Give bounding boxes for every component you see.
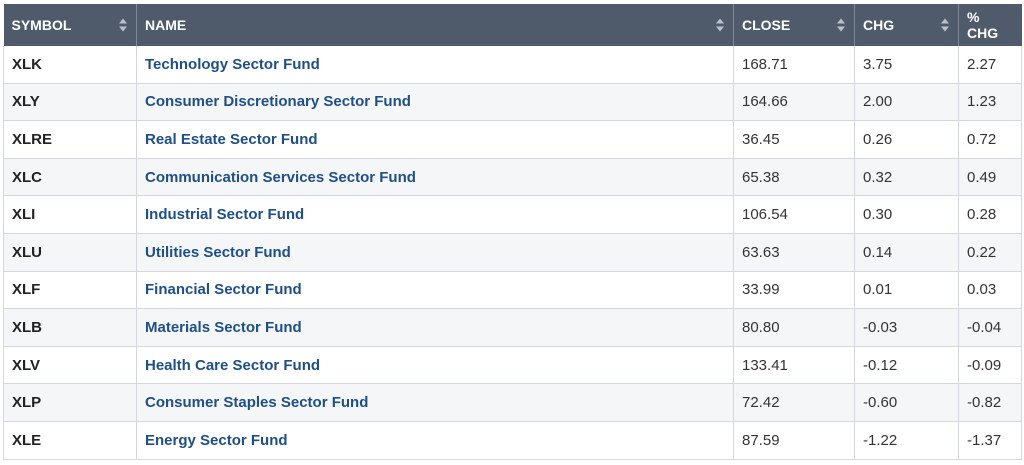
chg-column-header[interactable]: CHG [854,4,959,46]
pct-chg-cell: -0.04 [958,308,1022,347]
fund-name-link[interactable]: Communication Services Sector Fund [136,158,734,197]
chg-cell: -0.12 [854,346,959,385]
table-row: XLU Utilities Sector Fund 63.63 0.14 0.2… [3,233,1022,272]
table-row: XLE Energy Sector Fund 87.59 -1.22 -1.37 [3,421,1022,460]
chg-cell: 2.00 [854,83,959,122]
close-cell: 164.66 [733,83,855,122]
fund-name-link[interactable]: Technology Sector Fund [136,46,734,84]
fund-name-link[interactable]: Consumer Staples Sector Fund [136,383,734,422]
symbol-cell: XLRE [3,120,137,159]
symbol-cell: XLC [3,158,137,197]
symbol-column-header[interactable]: SYMBOL [3,4,137,46]
close-cell: 106.54 [733,195,855,234]
chg-header-label: CHG [863,17,895,33]
table-row: XLRE Real Estate Sector Fund 36.45 0.26 … [3,120,1022,159]
table-row: XLY Consumer Discretionary Sector Fund 1… [3,83,1022,122]
fund-name-link[interactable]: Financial Sector Fund [136,271,734,310]
table-row: XLF Financial Sector Fund 33.99 0.01 0.0… [3,271,1022,310]
sort-icon[interactable] [941,18,950,32]
symbol-cell: XLE [3,421,137,460]
chg-cell: 0.32 [854,158,959,197]
symbol-cell: XLI [3,195,137,234]
fund-name-link[interactable]: Consumer Discretionary Sector Fund [136,83,734,122]
close-cell: 63.63 [733,233,855,272]
pct-chg-header-label: % CHG [967,9,999,41]
table-row: XLB Materials Sector Fund 80.80 -0.03 -0… [3,308,1022,347]
pct-chg-cell: -0.82 [958,383,1022,422]
pct-chg-cell: 0.49 [958,158,1022,197]
close-cell: 72.42 [733,383,855,422]
sector-fund-table: SYMBOL NAME CLOSE CHG % CHG XLK Technolo… [3,4,1022,460]
chg-cell: -1.22 [854,421,959,460]
fund-name-link[interactable]: Utilities Sector Fund [136,233,734,272]
name-column-header[interactable]: NAME [136,4,734,46]
close-cell: 65.38 [733,158,855,197]
chg-cell: 0.01 [854,271,959,310]
pct-chg-cell: 2.27 [958,46,1022,84]
symbol-cell: XLU [3,233,137,272]
table-row: XLC Communication Services Sector Fund 6… [3,158,1022,197]
symbol-cell: XLV [3,346,137,385]
symbol-header-label: SYMBOL [11,17,72,33]
chg-cell: 0.14 [854,233,959,272]
pct-chg-cell: -0.09 [958,346,1022,385]
close-column-header[interactable]: CLOSE [733,4,855,46]
close-cell: 80.80 [733,308,855,347]
close-cell: 36.45 [733,120,855,159]
chg-cell: -0.60 [854,383,959,422]
sort-icon[interactable] [837,18,846,32]
fund-name-link[interactable]: Health Care Sector Fund [136,346,734,385]
symbol-cell: XLB [3,308,137,347]
symbol-cell: XLY [3,83,137,122]
close-cell: 168.71 [733,46,855,84]
pct-chg-cell: 0.28 [958,195,1022,234]
fund-name-link[interactable]: Materials Sector Fund [136,308,734,347]
chg-cell: 0.30 [854,195,959,234]
pct-chg-column-header[interactable]: % CHG [958,4,1022,46]
close-cell: 87.59 [733,421,855,460]
name-header-label: NAME [145,17,187,33]
chg-cell: 0.26 [854,120,959,159]
close-cell: 33.99 [733,271,855,310]
table-row: XLP Consumer Staples Sector Fund 72.42 -… [3,383,1022,422]
fund-name-link[interactable]: Real Estate Sector Fund [136,120,734,159]
fund-name-link[interactable]: Industrial Sector Fund [136,195,734,234]
fund-name-link[interactable]: Energy Sector Fund [136,421,734,460]
header-row: SYMBOL NAME CLOSE CHG % CHG [3,4,1022,46]
close-header-label: CLOSE [742,17,791,33]
symbol-cell: XLF [3,271,137,310]
table-row: XLK Technology Sector Fund 168.71 3.75 2… [3,46,1022,84]
pct-chg-cell: -1.37 [958,421,1022,460]
symbol-cell: XLP [3,383,137,422]
pct-chg-cell: 1.23 [958,83,1022,122]
pct-chg-cell: 0.22 [958,233,1022,272]
sort-icon[interactable] [716,18,725,32]
sort-icon[interactable] [119,18,128,32]
pct-chg-cell: 0.03 [958,271,1022,310]
table-row: XLI Industrial Sector Fund 106.54 0.30 0… [3,195,1022,234]
chg-cell: -0.03 [854,308,959,347]
chg-cell: 3.75 [854,46,959,84]
close-cell: 133.41 [733,346,855,385]
pct-chg-cell: 0.72 [958,120,1022,159]
symbol-cell: XLK [3,46,137,84]
table-row: XLV Health Care Sector Fund 133.41 -0.12… [3,346,1022,385]
